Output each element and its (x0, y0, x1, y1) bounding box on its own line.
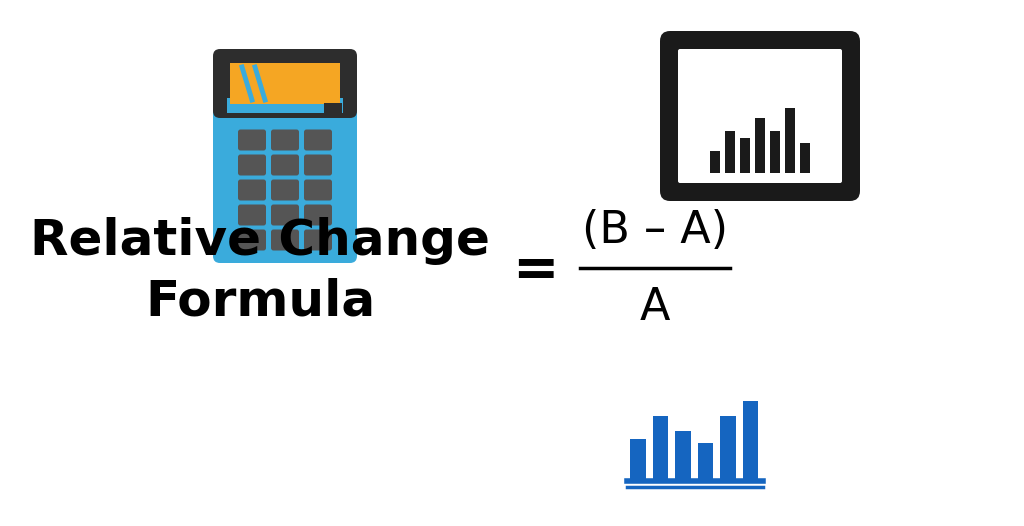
Bar (756, 118, 765, 173)
Bar (697, 443, 713, 481)
FancyBboxPatch shape (238, 155, 266, 176)
Bar (740, 138, 750, 173)
FancyBboxPatch shape (304, 179, 332, 200)
FancyBboxPatch shape (238, 179, 266, 200)
Bar (711, 151, 720, 173)
FancyBboxPatch shape (238, 129, 266, 150)
FancyBboxPatch shape (304, 129, 332, 150)
Bar (630, 439, 645, 481)
Text: Relative Change: Relative Change (30, 217, 489, 265)
Bar (800, 143, 810, 173)
FancyBboxPatch shape (678, 49, 842, 183)
Bar (720, 416, 735, 481)
Bar (652, 416, 668, 481)
FancyBboxPatch shape (271, 129, 299, 150)
Bar (227, 98, 343, 113)
FancyBboxPatch shape (271, 155, 299, 176)
Text: Formula: Formula (145, 277, 375, 325)
Bar (230, 63, 340, 104)
FancyBboxPatch shape (213, 49, 357, 118)
FancyBboxPatch shape (660, 31, 860, 201)
FancyBboxPatch shape (304, 229, 332, 250)
Bar (324, 103, 342, 116)
Bar (770, 131, 779, 173)
Bar (785, 108, 795, 173)
FancyBboxPatch shape (213, 94, 357, 263)
FancyBboxPatch shape (271, 229, 299, 250)
Bar (725, 131, 735, 173)
Bar (675, 431, 690, 481)
Text: =: = (512, 244, 558, 298)
FancyBboxPatch shape (238, 205, 266, 226)
FancyBboxPatch shape (271, 179, 299, 200)
Text: (B – A): (B – A) (582, 209, 728, 252)
Bar (742, 401, 758, 481)
FancyBboxPatch shape (271, 205, 299, 226)
FancyBboxPatch shape (238, 229, 266, 250)
FancyBboxPatch shape (304, 205, 332, 226)
FancyBboxPatch shape (304, 155, 332, 176)
Text: A: A (640, 287, 671, 329)
